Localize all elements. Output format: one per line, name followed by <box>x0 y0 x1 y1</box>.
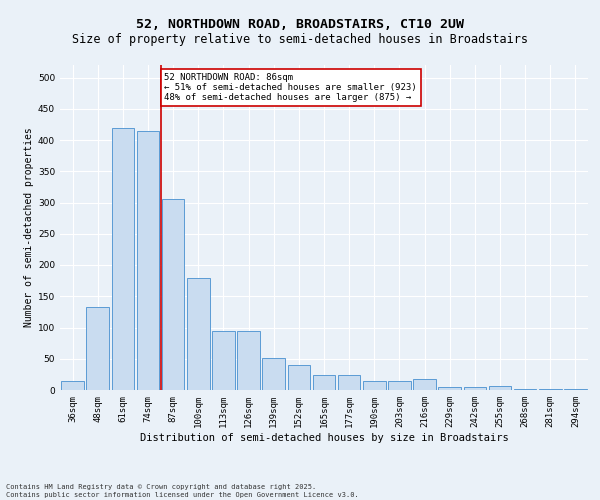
Bar <box>363 380 386 390</box>
Bar <box>287 365 310 390</box>
Bar <box>162 200 184 390</box>
Bar <box>112 128 134 390</box>
Bar <box>313 375 335 390</box>
Bar <box>564 389 587 390</box>
Text: 52 NORTHDOWN ROAD: 86sqm
← 51% of semi-detached houses are smaller (923)
48% of : 52 NORTHDOWN ROAD: 86sqm ← 51% of semi-d… <box>164 72 417 102</box>
Bar <box>388 380 411 390</box>
Bar <box>137 130 160 390</box>
Bar <box>464 387 486 390</box>
Bar <box>61 381 84 390</box>
Bar <box>187 278 209 390</box>
Y-axis label: Number of semi-detached properties: Number of semi-detached properties <box>24 128 34 328</box>
Text: Contains HM Land Registry data © Crown copyright and database right 2025.
Contai: Contains HM Land Registry data © Crown c… <box>6 484 359 498</box>
Bar <box>439 387 461 390</box>
Bar <box>86 307 109 390</box>
Bar <box>212 330 235 390</box>
Bar <box>488 386 511 390</box>
Bar <box>413 379 436 390</box>
Text: 52, NORTHDOWN ROAD, BROADSTAIRS, CT10 2UW: 52, NORTHDOWN ROAD, BROADSTAIRS, CT10 2U… <box>136 18 464 30</box>
X-axis label: Distribution of semi-detached houses by size in Broadstairs: Distribution of semi-detached houses by … <box>140 432 508 442</box>
Bar <box>338 375 361 390</box>
Bar <box>237 330 260 390</box>
Text: Size of property relative to semi-detached houses in Broadstairs: Size of property relative to semi-detach… <box>72 32 528 46</box>
Bar <box>262 358 285 390</box>
